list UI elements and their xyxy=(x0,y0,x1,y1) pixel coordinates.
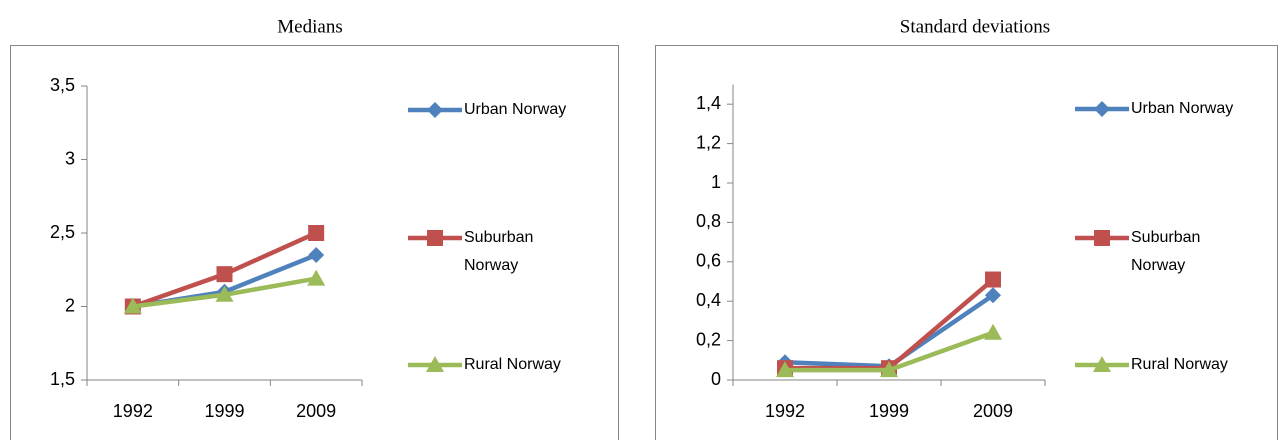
chart-title: Medians xyxy=(277,16,342,37)
legend-label: Rural Norway xyxy=(464,356,561,373)
y-tick-label: 1,4 xyxy=(696,93,721,113)
series-line xyxy=(785,277,995,371)
marker xyxy=(985,271,1001,288)
marker xyxy=(308,247,325,264)
y-tick-label: 0,2 xyxy=(696,329,721,349)
marker xyxy=(427,102,443,118)
x-tick-label: 1999 xyxy=(869,401,909,421)
legend-label: Suburban Norway xyxy=(1131,229,1201,274)
y-tick-label: 2,5 xyxy=(50,222,75,242)
y-tick-label: 1 xyxy=(711,172,721,192)
chart-frame xyxy=(10,45,619,445)
marker xyxy=(123,297,142,314)
marker xyxy=(776,361,794,378)
y-tick-label: 0 xyxy=(711,369,721,389)
marker xyxy=(308,225,325,241)
legend-label: Urban Norway xyxy=(1131,100,1234,117)
y-tick-label: 0,8 xyxy=(696,211,721,231)
marker xyxy=(1094,101,1110,117)
legend-label: Urban Norway xyxy=(464,101,567,118)
y-tick-label: 1,5 xyxy=(50,369,75,389)
marker xyxy=(216,266,233,283)
chart-title: Standard deviations xyxy=(900,16,1050,37)
legend-label: Rural Norway xyxy=(1131,356,1228,373)
y-tick-label: 3 xyxy=(65,148,75,168)
chart-frame xyxy=(655,45,1278,445)
marker xyxy=(307,269,326,286)
y-tick-label: 0,6 xyxy=(696,251,721,271)
y-tick-label: 3,5 xyxy=(50,75,75,95)
x-tick-label: 1999 xyxy=(204,401,244,421)
y-tick-label: 0,4 xyxy=(696,290,721,310)
y-tick-label: 2 xyxy=(65,295,75,315)
marker xyxy=(1094,230,1110,246)
x-tick-label: 1992 xyxy=(765,401,805,421)
marker xyxy=(215,285,234,302)
legend-label: Suburban Norway xyxy=(464,229,534,274)
marker xyxy=(985,287,1001,304)
x-tick-label: 2009 xyxy=(973,401,1013,421)
marker xyxy=(880,361,898,378)
x-tick-label: 2009 xyxy=(296,401,336,421)
marker xyxy=(426,356,444,372)
x-tick-label: 1992 xyxy=(113,401,153,421)
marker xyxy=(427,230,443,246)
y-tick-label: 1,2 xyxy=(696,132,721,152)
marker xyxy=(984,323,1002,340)
marker xyxy=(1093,356,1111,372)
